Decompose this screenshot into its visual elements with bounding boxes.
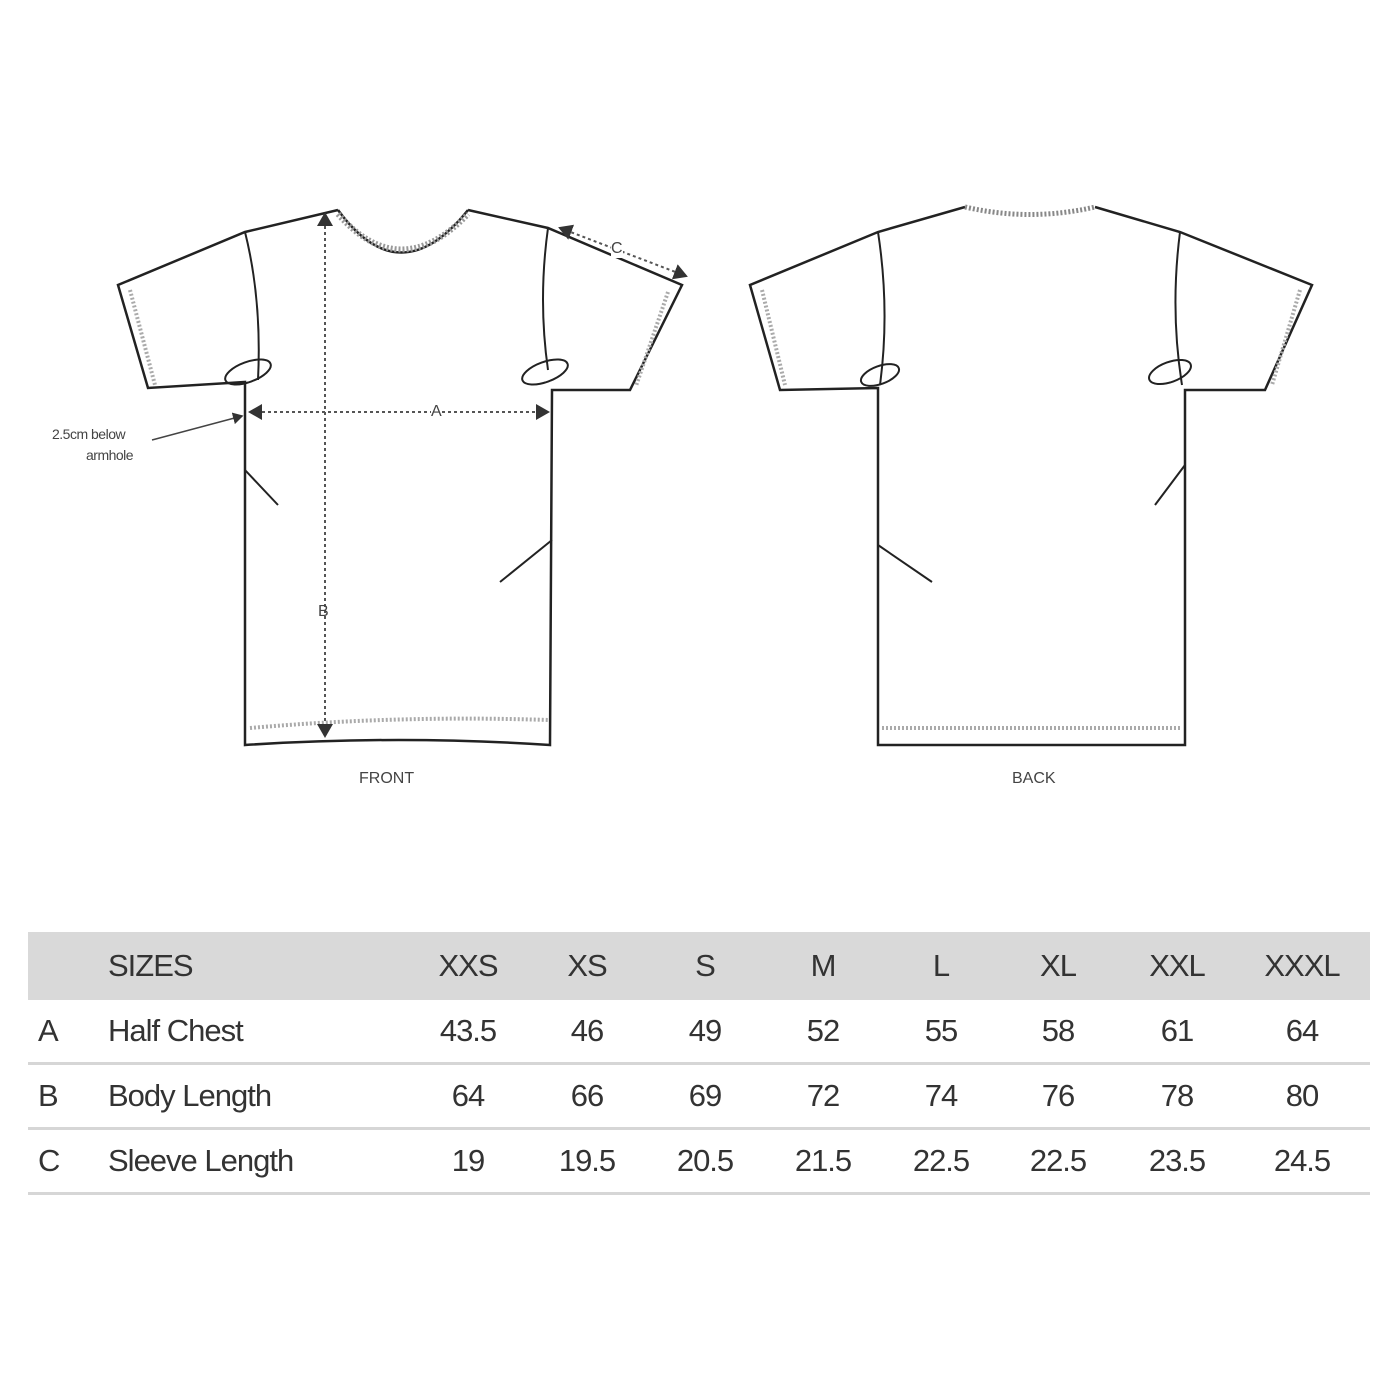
table-cell: 23.5 <box>1148 1143 1206 1178</box>
marker-a: A <box>431 403 442 421</box>
size-header: XS <box>567 948 607 983</box>
table-cell: 69 <box>688 1078 722 1113</box>
size-header: M <box>810 948 837 983</box>
table-cell: 74 <box>924 1078 958 1113</box>
table-cell: 52 <box>806 1013 840 1048</box>
marker-c: C <box>611 240 623 258</box>
table-cell: 22.5 <box>1029 1143 1087 1178</box>
sizes-header: SIZES <box>108 948 194 983</box>
table-cell: 78 <box>1160 1078 1194 1113</box>
table-cell: 46 <box>570 1013 604 1048</box>
size-header: XXL <box>1149 948 1206 983</box>
tshirt-diagram <box>116 204 1314 747</box>
table-cell: 80 <box>1285 1078 1319 1113</box>
table-cell: 55 <box>924 1013 958 1048</box>
marker-b: B <box>318 603 329 620</box>
row-label: Body Length <box>108 1078 272 1113</box>
table-row: A Half Chest 43.5 46 49 52 55 58 61 64 <box>28 1000 1370 1065</box>
front-label: FRONT <box>359 770 415 787</box>
annotation-line-2: armhole <box>86 447 134 463</box>
table-cell: 19.5 <box>558 1143 616 1178</box>
row-key: C <box>38 1143 60 1178</box>
size-header: L <box>932 948 950 983</box>
table-cell: 22.5 <box>912 1143 970 1178</box>
back-tshirt <box>748 204 1314 747</box>
annotation-arrow <box>151 412 244 441</box>
row-label: Half Chest <box>108 1013 244 1048</box>
front-tshirt <box>116 208 684 747</box>
size-header: S <box>695 948 716 983</box>
table-cell: 43.5 <box>439 1013 497 1048</box>
size-table: SIZES XXS XS S M L XL XXL XXXL A Half Che… <box>28 932 1370 1195</box>
table-row: C Sleeve Length 19 19.5 20.5 21.5 22.5 22.5 23.5… <box>28 1130 1370 1195</box>
table-cell: 19 <box>451 1143 485 1178</box>
table-cell: 20.5 <box>676 1143 734 1178</box>
measure-lines <box>248 212 688 738</box>
back-label: BACK <box>1012 770 1056 787</box>
table-cell: 64 <box>1285 1013 1319 1048</box>
sleeve-length-line <box>558 224 688 280</box>
table-cell: 24.5 <box>1273 1143 1331 1178</box>
table-cell: 64 <box>451 1078 485 1113</box>
table-cell: 21.5 <box>794 1143 852 1178</box>
row-label: Sleeve Length <box>108 1143 294 1178</box>
size-header: XXXL <box>1264 948 1340 983</box>
size-header: XXS <box>438 948 498 983</box>
table-cell: 66 <box>570 1078 604 1113</box>
row-key: B <box>38 1078 59 1113</box>
table-cell: 72 <box>806 1078 840 1113</box>
row-key: A <box>38 1013 59 1048</box>
size-header: XL <box>1040 948 1077 983</box>
table-row: B Body Length 64 66 69 72 74 76 78 80 <box>28 1065 1370 1130</box>
table-cell: 76 <box>1041 1078 1075 1113</box>
table-cell: 49 <box>688 1013 722 1048</box>
table-cell: 61 <box>1160 1013 1194 1048</box>
table-header: SIZES XXS XS S M L XL XXL XXXL <box>28 932 1370 1000</box>
table-cell: 58 <box>1041 1013 1075 1048</box>
annotation-line-1: 2.5cm below <box>52 426 126 442</box>
